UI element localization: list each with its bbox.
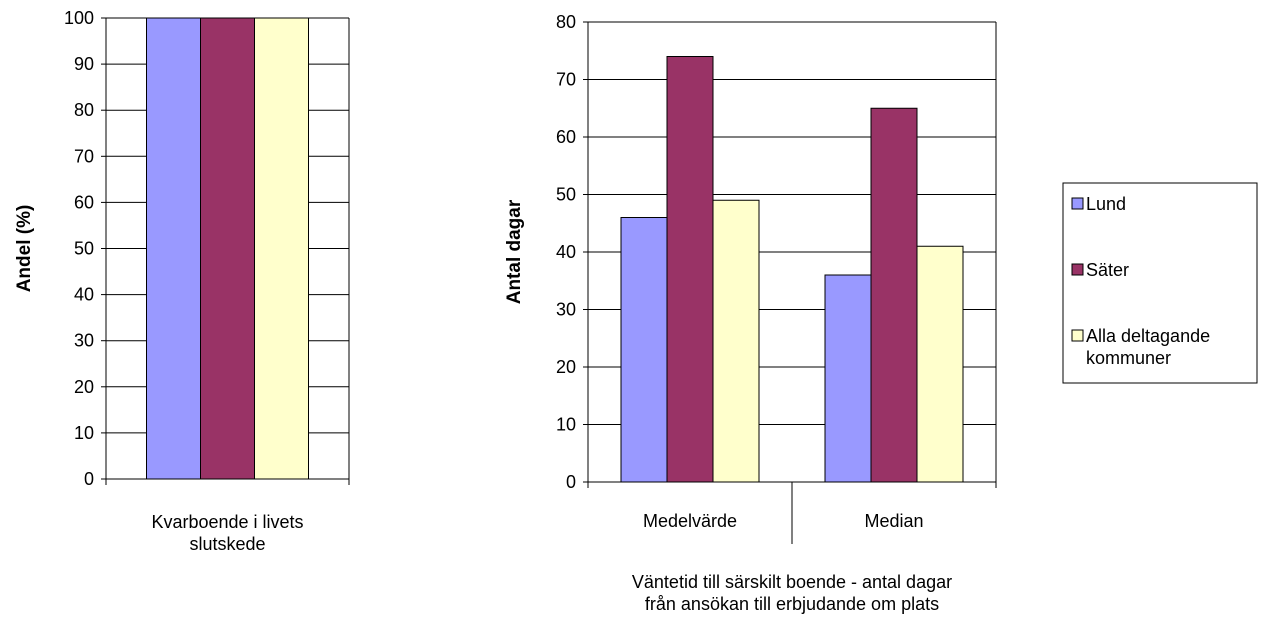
x-category-label: Medelvärde bbox=[643, 511, 737, 531]
y-axis-label: Antal dagar bbox=[504, 199, 525, 304]
bar-säter bbox=[870, 107, 918, 483]
legend-swatch bbox=[1071, 197, 1084, 210]
y-tick-label: 70 bbox=[556, 70, 576, 90]
bar-alla bbox=[916, 245, 964, 483]
y-tick-label: 70 bbox=[74, 146, 94, 166]
legend-label: Säter bbox=[1086, 260, 1129, 280]
y-tick-label: 40 bbox=[556, 242, 576, 262]
y-tick-label: 60 bbox=[74, 192, 94, 212]
y-tick-label: 0 bbox=[84, 469, 94, 489]
legend-swatch bbox=[1071, 329, 1084, 342]
bar-alla bbox=[254, 17, 309, 480]
y-tick-label: 10 bbox=[556, 415, 576, 435]
y-tick-label: 80 bbox=[74, 100, 94, 120]
legend-swatch bbox=[1071, 263, 1084, 276]
y-tick-label: 90 bbox=[74, 54, 94, 74]
bar-lund bbox=[824, 274, 872, 483]
chart-share-remaining: 0 10 20 30 40 50 60 70 80 90 100 Kvarboende i livet… bbox=[14, 8, 350, 554]
y-axis-label: Andel (%) bbox=[14, 205, 35, 293]
y-tick-label: 30 bbox=[556, 300, 576, 320]
legend-label: kommuner bbox=[1086, 348, 1171, 368]
x-category-label: Kvarboende i livets bbox=[151, 512, 303, 532]
legend-label: Lund bbox=[1086, 194, 1126, 214]
y-tick-label: 50 bbox=[74, 239, 94, 259]
y-tick-label: 30 bbox=[74, 331, 94, 351]
bar-alla bbox=[712, 199, 760, 483]
x-axis-label: från ansökan till erbjudande om plats bbox=[645, 594, 939, 614]
x-category-label: slutskede bbox=[189, 534, 265, 554]
chart-waiting-days: 0 10 20 30 40 50 60 70 80 Medelvärde Median Antal d… bbox=[504, 12, 997, 614]
legend-box bbox=[1062, 182, 1258, 384]
y-tick-label: 20 bbox=[74, 377, 94, 397]
y-tick-label: 50 bbox=[556, 185, 576, 205]
bar-lund bbox=[146, 17, 201, 480]
y-tick-label: 80 bbox=[556, 12, 576, 32]
y-tick-label: 20 bbox=[556, 357, 576, 377]
bar-säter bbox=[666, 56, 714, 483]
y-tick-label: 0 bbox=[566, 472, 576, 492]
y-tick-label: 100 bbox=[64, 8, 94, 28]
x-category-label: Median bbox=[864, 511, 923, 531]
x-axis-label: Väntetid till särskilt boende - antal da… bbox=[632, 572, 952, 592]
y-tick-label: 40 bbox=[74, 285, 94, 305]
y-tick-label: 60 bbox=[556, 127, 576, 147]
legend-label: Alla deltagande bbox=[1086, 326, 1210, 346]
bar-säter bbox=[200, 17, 255, 480]
y-tick-label: 10 bbox=[74, 423, 94, 443]
bar-lund bbox=[620, 217, 668, 483]
